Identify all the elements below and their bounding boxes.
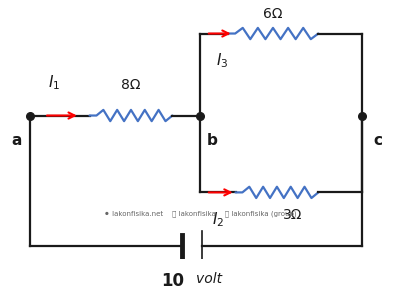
Text: $I_1$: $I_1$: [48, 74, 60, 93]
Text: $I_3$: $I_3$: [216, 52, 228, 70]
Text: 3Ω: 3Ω: [283, 208, 302, 222]
Text: 6Ω: 6Ω: [263, 7, 283, 21]
Text: 8Ω: 8Ω: [121, 79, 141, 93]
Text: b: b: [206, 134, 217, 148]
Text: volt: volt: [196, 272, 222, 286]
Text: ⚫ lakonfisika.net    📸 lakonfisika    👍 lakonfisika (group): ⚫ lakonfisika.net 📸 lakonfisika 👍 lakonf…: [104, 211, 296, 217]
Text: 10: 10: [161, 272, 184, 290]
Text: c: c: [373, 134, 382, 148]
Text: a: a: [11, 134, 22, 148]
Text: $I_2$: $I_2$: [212, 210, 224, 229]
